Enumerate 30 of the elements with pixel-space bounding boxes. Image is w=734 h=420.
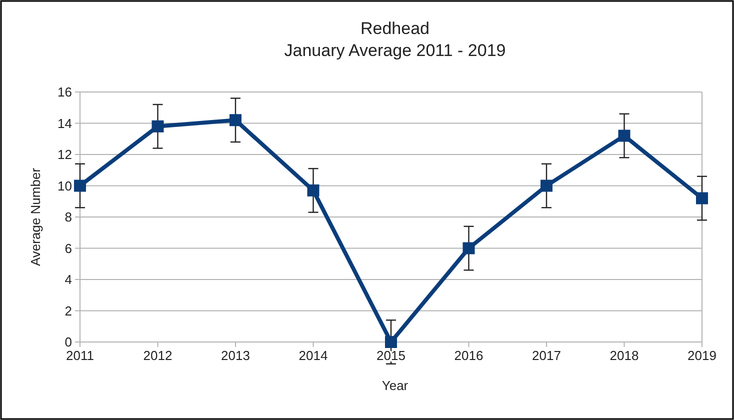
chart-subtitle: January Average 2011 - 2019 (284, 41, 506, 60)
point (462, 242, 475, 254)
y-tick-label: 14 (58, 116, 72, 131)
point (385, 336, 397, 348)
point (540, 180, 552, 192)
chart-title: Redhead (360, 19, 430, 38)
y-tick-label: 6 (64, 240, 72, 256)
point (618, 130, 630, 142)
y-tick-label: 0 (64, 334, 72, 350)
y-tick-label: 12 (58, 147, 72, 162)
y-tick-label: 10 (58, 178, 72, 194)
x-tick-label: 2011 (66, 348, 94, 363)
point (152, 120, 164, 132)
y-tick-label: 2 (64, 303, 72, 318)
y-tick-label: 8 (64, 210, 72, 225)
y-axis-title: Average Number (28, 167, 43, 266)
point (230, 114, 242, 126)
x-tick-label: 2016 (454, 348, 484, 363)
x-tick-label: 2014 (298, 348, 328, 363)
x-tick-label: 2018 (610, 348, 639, 363)
x-tick-label: 2019 (688, 348, 716, 363)
point (696, 192, 708, 204)
y-tick-label: 4 (64, 272, 72, 288)
x-axis-title: Year (382, 378, 409, 393)
y-tick-label: 16 (58, 84, 72, 100)
point (307, 184, 320, 196)
x-tick-label: 2012 (143, 348, 172, 363)
x-tick-label: 2013 (221, 348, 250, 363)
x-tick-label: 2017 (532, 348, 561, 363)
point (74, 180, 86, 192)
